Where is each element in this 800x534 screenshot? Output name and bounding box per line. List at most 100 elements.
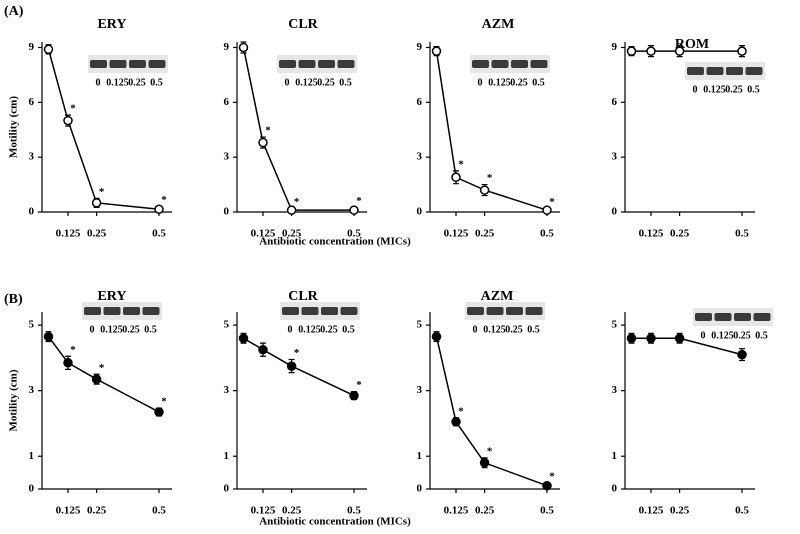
gel-lane-label: 0 bbox=[288, 324, 293, 335]
gel-inset bbox=[693, 308, 773, 326]
panel-title: CLR bbox=[288, 17, 318, 32]
gel-band bbox=[90, 60, 107, 68]
y-tick-label: 5 bbox=[417, 319, 423, 331]
gel-band bbox=[340, 307, 358, 315]
significance-marker: * bbox=[70, 344, 76, 356]
gel-band bbox=[142, 307, 160, 315]
x-tick-label: 0.5 bbox=[152, 505, 166, 517]
y-tick-label: 3 bbox=[417, 384, 423, 396]
y-tick-label: 3 bbox=[29, 384, 35, 396]
gel-band bbox=[491, 60, 509, 68]
gel-band bbox=[279, 60, 296, 68]
gel-band bbox=[706, 67, 724, 75]
x-tick-label: 0.5 bbox=[152, 228, 166, 240]
panel-title: ERY bbox=[97, 289, 126, 304]
gel-lane-label: 0 bbox=[693, 84, 698, 95]
data-point bbox=[154, 407, 164, 417]
data-point bbox=[431, 46, 442, 56]
gel-lane-label: 0 bbox=[478, 77, 483, 88]
data-point bbox=[626, 46, 637, 56]
gel-lane-label: 0.125 bbox=[483, 324, 506, 335]
gel-band bbox=[753, 313, 771, 321]
x-tick-label: 0.125 bbox=[56, 505, 81, 517]
y-tick-label: 0 bbox=[29, 206, 35, 218]
data-point bbox=[349, 390, 359, 401]
data-point bbox=[646, 333, 656, 343]
gel-lane-label: 0.25 bbox=[505, 324, 523, 335]
data-point bbox=[349, 205, 359, 215]
data-point bbox=[674, 333, 685, 343]
significance-marker: * bbox=[549, 471, 555, 483]
gel-band bbox=[103, 307, 121, 315]
gel-lane-label: 0.125 bbox=[106, 77, 129, 88]
x-tick-label: 0.5 bbox=[347, 505, 361, 517]
gel-band bbox=[321, 307, 338, 315]
data-point bbox=[479, 185, 490, 195]
data-line bbox=[243, 337, 355, 397]
x-axis-label: Antibiotic concentration (MICs) bbox=[259, 516, 411, 528]
gel-lane-label: 0.5 bbox=[532, 77, 545, 88]
y-tick-label: 6 bbox=[29, 96, 35, 108]
significance-marker: * bbox=[161, 194, 167, 206]
y-tick-label: 6 bbox=[224, 96, 230, 108]
significance-marker: * bbox=[265, 125, 271, 137]
panel-title: ERY bbox=[97, 17, 126, 32]
x-tick-label: 0.25 bbox=[282, 505, 302, 517]
y-tick-label: 0 bbox=[612, 206, 618, 218]
x-tick-label: 0.125 bbox=[444, 505, 469, 517]
gel-lane-label: 0.25 bbox=[317, 77, 335, 88]
gel-band bbox=[109, 60, 127, 68]
y-tick-label: 9 bbox=[29, 41, 35, 53]
data-point bbox=[63, 115, 73, 126]
gel-band bbox=[472, 60, 489, 68]
x-tick-label: 0.5 bbox=[735, 505, 749, 517]
x-tick-label: 0.25 bbox=[670, 228, 690, 240]
y-tick-label: 5 bbox=[612, 319, 618, 331]
gel-lane-label: 0.5 bbox=[339, 77, 352, 88]
gel-band bbox=[734, 313, 751, 321]
x-tick-label: 0.125 bbox=[251, 505, 276, 517]
gel-lane-label: 0.25 bbox=[733, 330, 751, 341]
data-line bbox=[47, 49, 160, 211]
data-point bbox=[238, 333, 249, 343]
y-tick-label: 0 bbox=[224, 206, 230, 218]
data-point bbox=[542, 480, 552, 491]
gel-inset bbox=[470, 55, 550, 73]
gel-band bbox=[148, 60, 166, 68]
significance-marker: * bbox=[487, 172, 493, 184]
gel-band bbox=[123, 307, 140, 315]
gel-band bbox=[282, 307, 299, 315]
data-line bbox=[435, 51, 548, 211]
data-point bbox=[451, 172, 461, 183]
data-point bbox=[431, 331, 442, 342]
gel-inset bbox=[280, 302, 360, 320]
panel-label: (B) bbox=[4, 292, 23, 307]
gel-band bbox=[506, 307, 523, 315]
panel-title: AZM bbox=[482, 17, 515, 32]
gel-lane-label: 0.5 bbox=[342, 324, 355, 335]
significance-marker: * bbox=[487, 445, 493, 457]
gel-lane-label: 0.125 bbox=[295, 77, 318, 88]
y-tick-label: 0 bbox=[29, 483, 35, 495]
data-point bbox=[737, 349, 747, 360]
data-point bbox=[286, 361, 297, 371]
gel-lane-label: 0.125 bbox=[711, 330, 734, 341]
x-tick-label: 0.25 bbox=[87, 228, 107, 240]
gel-lane-label: 0.5 bbox=[527, 324, 540, 335]
y-tick-label: 1 bbox=[224, 450, 230, 462]
significance-marker: * bbox=[458, 158, 464, 170]
data-point bbox=[258, 344, 268, 355]
y-tick-label: 0 bbox=[612, 483, 618, 495]
gel-lane-label: 0.25 bbox=[122, 324, 140, 335]
data-point bbox=[737, 46, 747, 56]
panel-label: (A) bbox=[4, 4, 24, 19]
gel-inset bbox=[82, 302, 162, 320]
gel-lane-label: 0.5 bbox=[144, 324, 157, 335]
gel-inset bbox=[88, 55, 168, 73]
data-point bbox=[674, 46, 685, 56]
y-tick-label: 1 bbox=[417, 450, 423, 462]
panel-title: CLR bbox=[288, 289, 318, 304]
y-tick-label: 0 bbox=[417, 483, 423, 495]
